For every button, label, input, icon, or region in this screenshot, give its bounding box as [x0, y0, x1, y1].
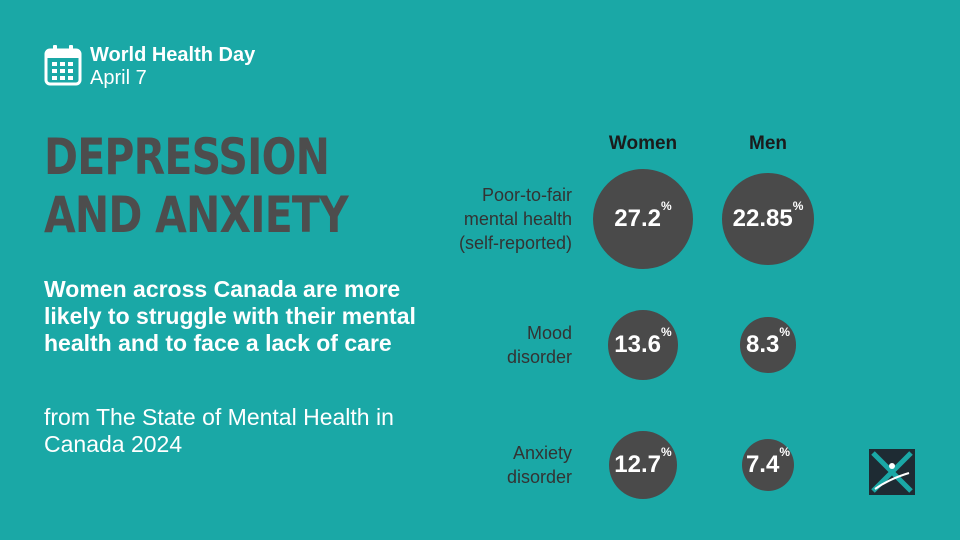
bubble-women: 13.6% — [607, 309, 679, 381]
event-date: April 7 — [90, 67, 147, 89]
event-title: World Health Day — [90, 44, 256, 66]
column-header-women: Women — [608, 133, 678, 154]
headline-line-1: DEPRESSION — [44, 128, 330, 186]
bubble-women: 27.2% — [593, 169, 693, 269]
data-label: 7.4 — [745, 450, 780, 478]
subhead: Women across Canada are more likely to s… — [44, 276, 416, 356]
header: World Health Day April 7 — [44, 44, 255, 90]
row-label: Poor-to-fair mental health (self-reported) — [458, 185, 572, 253]
headline-line-2: AND ANXIETY — [44, 186, 349, 244]
percent-sign: % — [661, 324, 672, 339]
row-label: Anxiety disorder — [506, 443, 572, 487]
percent-sign: % — [661, 444, 672, 459]
data-label: 22.85 — [732, 204, 793, 232]
data-label: 27.2 — [614, 205, 662, 232]
bubble-women: 12.7% — [608, 430, 678, 500]
bubble-men: 8.3% — [740, 317, 796, 373]
percent-sign: % — [792, 198, 804, 213]
source-text: from The State of Mental Health in Canad… — [44, 404, 394, 457]
column-header-men: Men — [749, 133, 787, 154]
calendar-icon — [44, 45, 82, 86]
headline: DEPRESSION AND ANXIETY — [44, 128, 349, 244]
row-label: Mood disorder — [506, 323, 572, 367]
percent-sign: % — [779, 444, 790, 459]
data-label: 8.3 — [745, 330, 780, 358]
percent-sign: % — [779, 324, 791, 339]
organization-logo — [869, 449, 915, 495]
percent-sign: % — [661, 199, 672, 213]
data-label: 13.6 — [614, 330, 662, 358]
bubble-men: 22.85% — [722, 173, 814, 265]
data-label: 12.7 — [614, 450, 662, 478]
bubble-men: 7.4% — [741, 438, 795, 492]
